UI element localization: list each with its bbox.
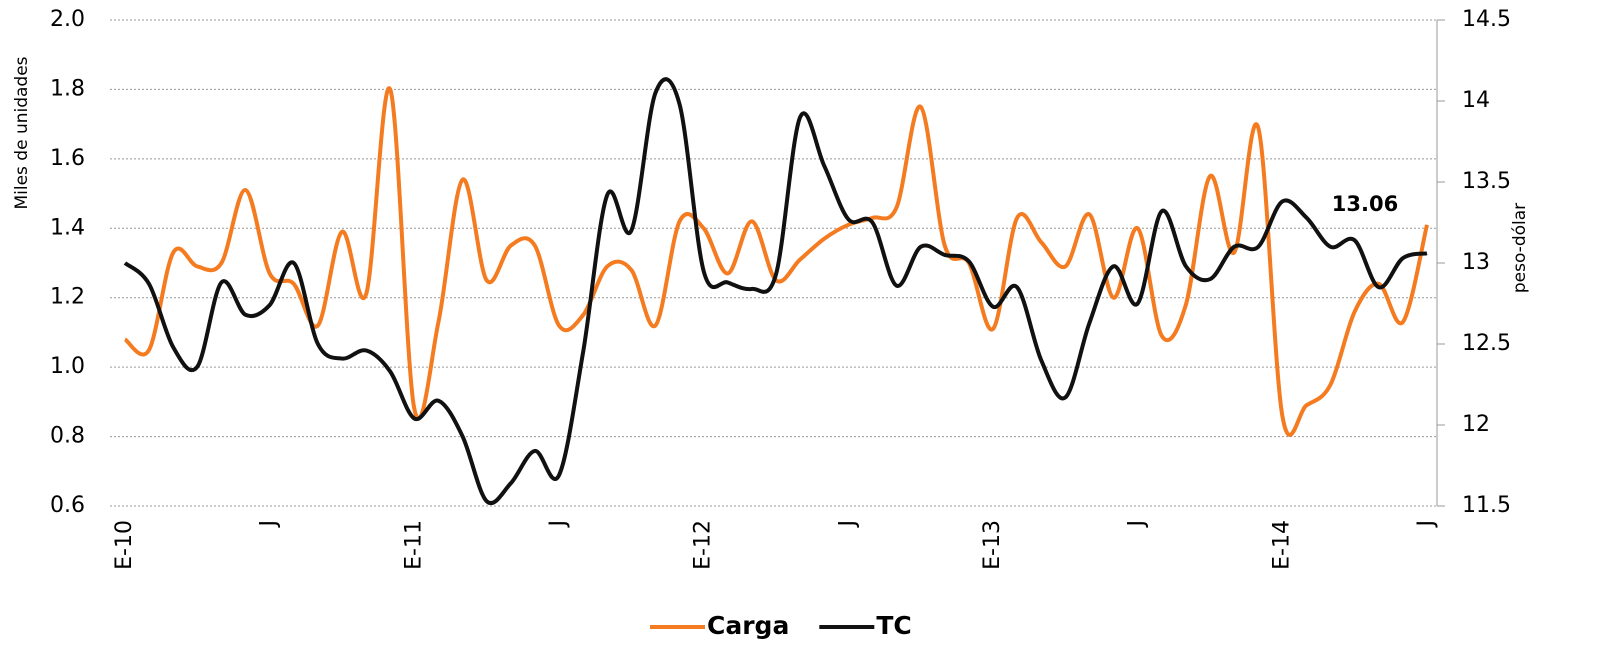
y2-tick-label: 13 <box>1462 250 1490 275</box>
x-tick-label: E-11 <box>401 520 426 570</box>
legend-label: TC <box>876 611 911 640</box>
x-tick-label: J <box>835 520 860 529</box>
x-tick-label: J <box>257 520 282 529</box>
data-label: 13.06 <box>1332 192 1398 216</box>
x-tick-label: J <box>546 520 571 529</box>
y2-tick-label: 11.5 <box>1462 493 1511 518</box>
y2-tick-label: 12 <box>1462 412 1490 437</box>
y-tick-label: 0.8 <box>50 424 85 449</box>
y2-tick-label: 14.5 <box>1462 7 1511 32</box>
y-tick-label: 2.0 <box>50 7 85 32</box>
y-tick-label: 1.8 <box>50 76 85 101</box>
x-tick-label: J <box>1414 520 1439 529</box>
y-axis-title: Miles de unidades <box>12 56 32 209</box>
x-tick-label: E-10 <box>112 520 137 570</box>
y2-tick-label: 14 <box>1462 88 1490 113</box>
y2-axis-title: peso-dólar <box>1510 203 1530 293</box>
legend-label: Carga <box>707 611 789 640</box>
x-tick-label: E-13 <box>980 520 1005 570</box>
y-tick-label: 1.4 <box>50 215 85 240</box>
x-tick-label: E-12 <box>691 520 716 570</box>
line-series <box>123 77 1428 505</box>
y-tick-label: 1.0 <box>50 354 85 379</box>
y-tick-label: 0.6 <box>50 493 85 518</box>
y2-tick-label: 13.5 <box>1462 169 1511 194</box>
y-tick-label: 1.6 <box>50 146 85 171</box>
x-tick-label: E-14 <box>1269 520 1294 570</box>
y-tick-label: 1.2 <box>50 285 85 310</box>
x-tick-label: J <box>1125 520 1150 529</box>
y2-tick-label: 12.5 <box>1462 331 1511 356</box>
line-series <box>123 86 1429 437</box>
